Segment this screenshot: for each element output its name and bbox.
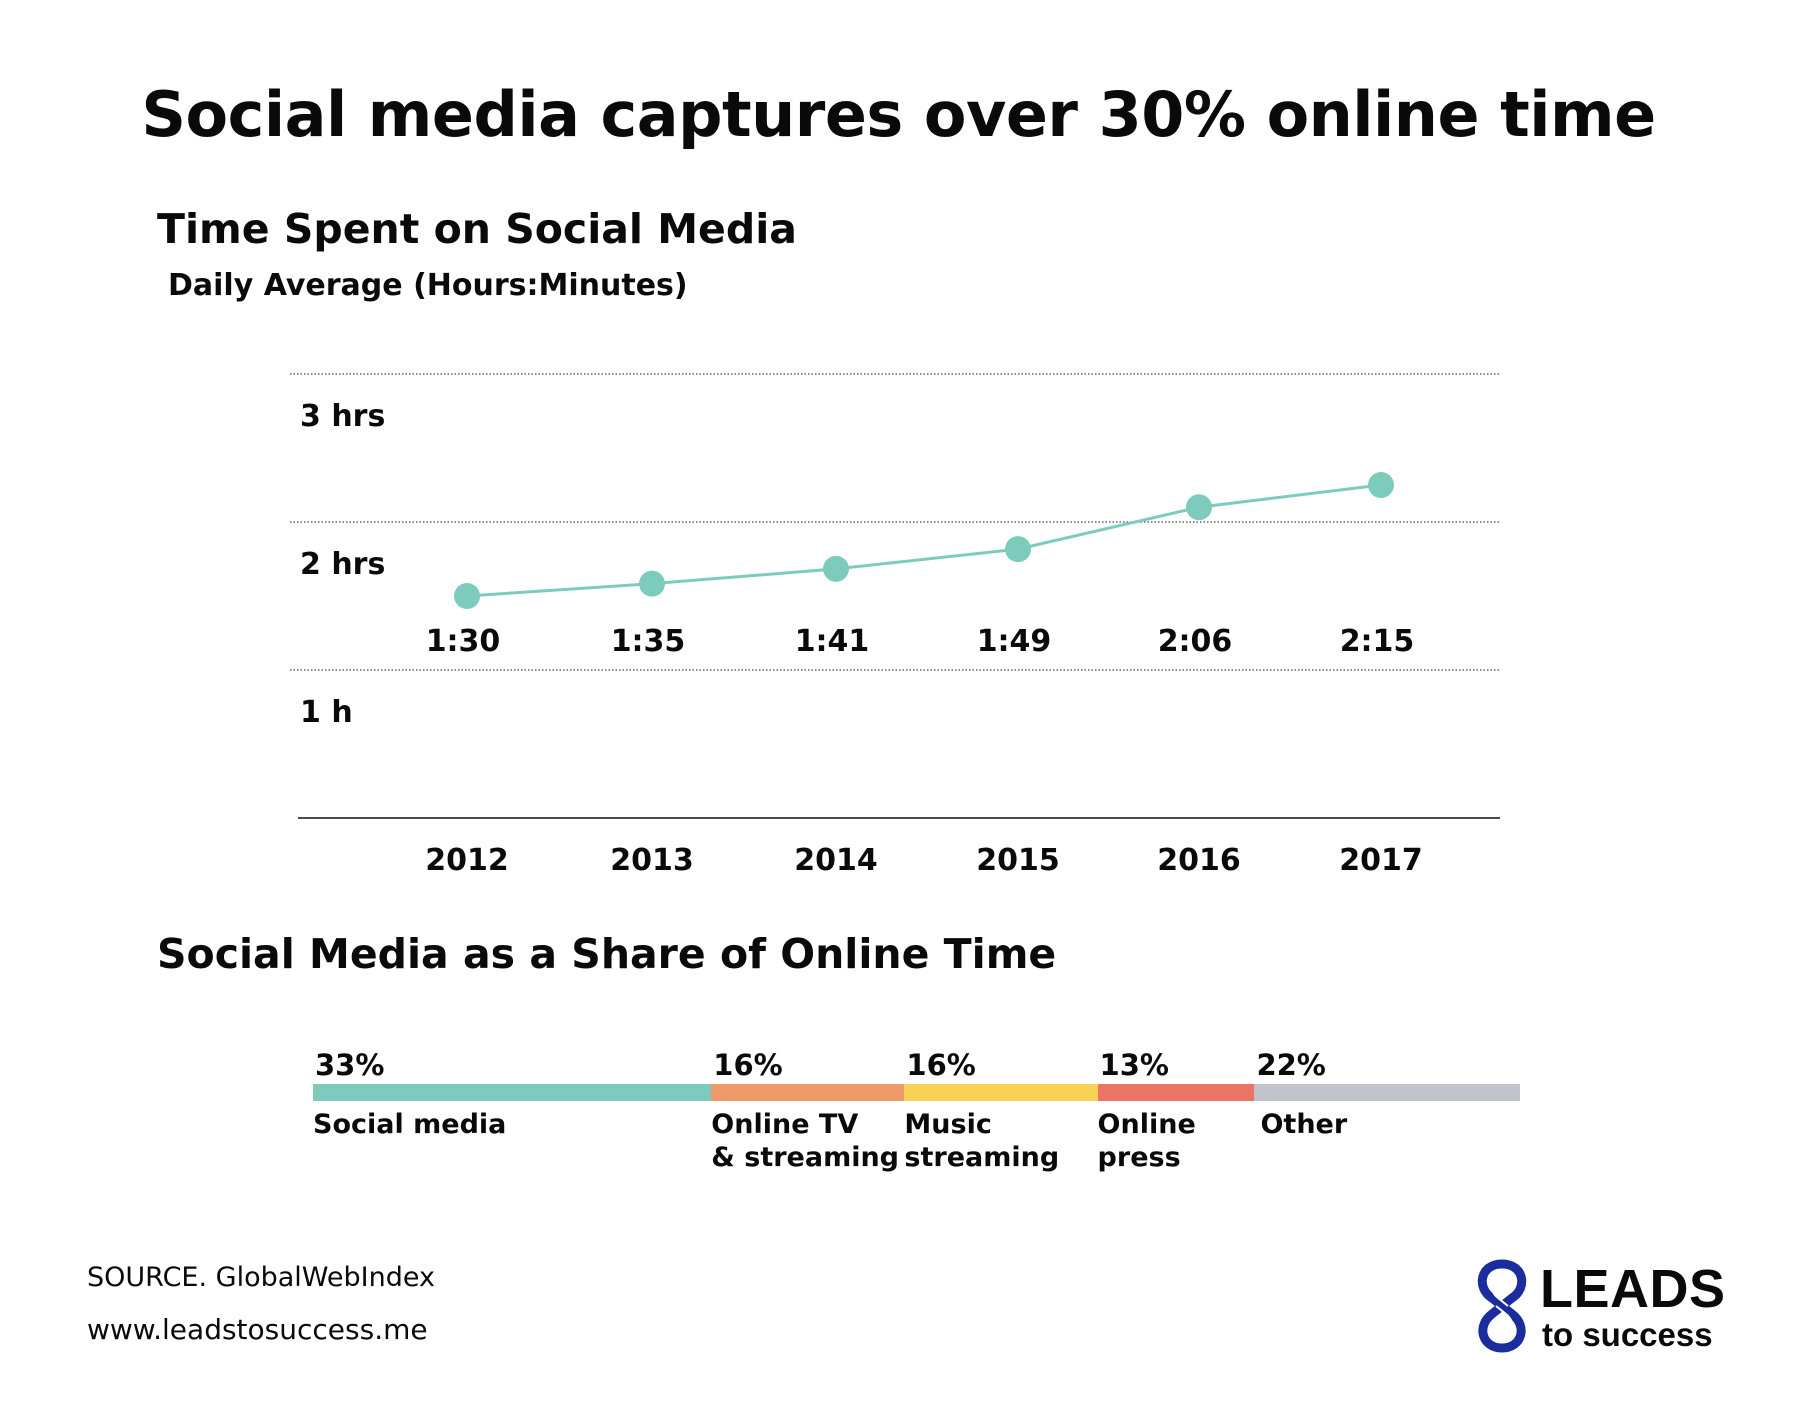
source-note: SOURCE. GlobalWebIndex (87, 1262, 435, 1293)
share-segment (1097, 1084, 1255, 1101)
data-point (823, 555, 849, 582)
share-value-label: 13% (1099, 1048, 1169, 1082)
share-value-label: 16% (906, 1048, 976, 1082)
y-tick-label: 3 hrs (300, 399, 385, 434)
y-tick-label: 1 h (300, 695, 353, 730)
logo-text-leads: LEADS (1540, 1259, 1726, 1319)
data-point (639, 570, 665, 597)
share-value-label: 22% (1256, 1048, 1326, 1082)
share-category-label: Other (1260, 1109, 1348, 1140)
line-chart-title: Time Spent on Social Media (157, 205, 797, 253)
brand-logo: LEADS to success (1470, 1258, 1730, 1358)
share-category-label: Social media (313, 1109, 507, 1140)
data-point (454, 583, 480, 609)
x-tick-label: 2016 (1157, 843, 1241, 878)
website-link[interactable]: www.leadstosuccess.me (87, 1313, 428, 1346)
share-category-label: Music streaming (904, 1109, 1060, 1173)
data-label: 1:30 (426, 624, 501, 659)
data-label: 1:49 (977, 624, 1052, 659)
data-point (1005, 536, 1031, 563)
share-chart-title: Social Media as a Share of Online Time (157, 930, 1057, 978)
infinity-s-logo-icon (1477, 1259, 1527, 1353)
series-line (466, 483, 1382, 598)
data-label: 2:15 (1340, 624, 1415, 659)
share-category-label: Online press (1097, 1109, 1196, 1173)
share-segment (1254, 1084, 1520, 1101)
share-value-label: 16% (713, 1048, 783, 1082)
logo-text-tagline: to success (1542, 1316, 1713, 1353)
share-segment (711, 1084, 905, 1101)
share-segment (313, 1084, 712, 1101)
data-label: 1:41 (795, 624, 870, 659)
share-segment (904, 1084, 1098, 1101)
data-label: 1:35 (611, 624, 686, 659)
page-title: Social media captures over 30% online ti… (141, 78, 1656, 151)
share-value-label: 33% (315, 1048, 385, 1082)
data-label: 2:06 (1158, 624, 1233, 659)
x-tick-label: 2013 (610, 843, 694, 878)
line-chart-subtitle: Daily Average (Hours:Minutes) (168, 268, 688, 303)
data-point (1186, 494, 1212, 521)
share-category-label: Online TV & streaming (711, 1109, 900, 1173)
data-point (1368, 472, 1394, 498)
x-tick-label: 2012 (425, 843, 509, 878)
x-tick-label: 2017 (1339, 843, 1423, 878)
x-tick-label: 2014 (794, 843, 878, 878)
x-tick-label: 2015 (976, 843, 1060, 878)
y-tick-label: 2 hrs (300, 547, 385, 582)
